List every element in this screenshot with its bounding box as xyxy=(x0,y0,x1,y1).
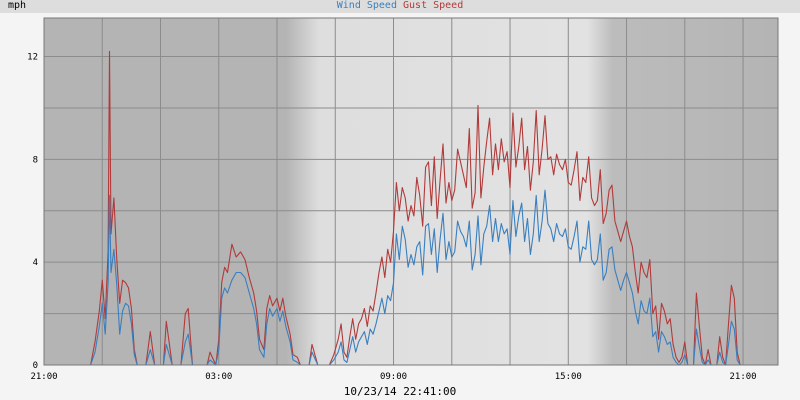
y-tick-label: 4 xyxy=(33,258,38,268)
legend-gust-speed: Gust Speed xyxy=(403,0,464,11)
x-tick-label: 09:00 xyxy=(380,372,407,382)
x-tick-label: 03:00 xyxy=(205,372,232,382)
plot-area xyxy=(44,18,778,365)
grid-lines xyxy=(44,18,778,365)
x-tick-label: 15:00 xyxy=(555,372,582,382)
series-layer xyxy=(44,50,778,366)
plot-frame xyxy=(43,17,779,366)
tick-labels: 0 4 8 12 21:00 03:00 09:00 15:00 21:00 xyxy=(27,53,756,382)
x-tick-label: 21:00 xyxy=(730,372,757,382)
series-gust-speed xyxy=(44,50,778,366)
y-tick-label: 12 xyxy=(27,53,38,63)
legend: Wind Speed Gust Speed xyxy=(0,0,800,12)
y-tick-label: 8 xyxy=(33,155,38,165)
y-tick-label: 0 xyxy=(33,361,38,371)
y-axis-unit-label: mph xyxy=(8,0,27,11)
legend-wind-speed: Wind Speed xyxy=(336,0,397,11)
timestamp: 10/23/14 22:41:00 xyxy=(343,385,457,398)
series-wind-speed xyxy=(44,189,778,366)
x-tick-label: 21:00 xyxy=(30,372,57,382)
header-bar xyxy=(0,0,800,13)
